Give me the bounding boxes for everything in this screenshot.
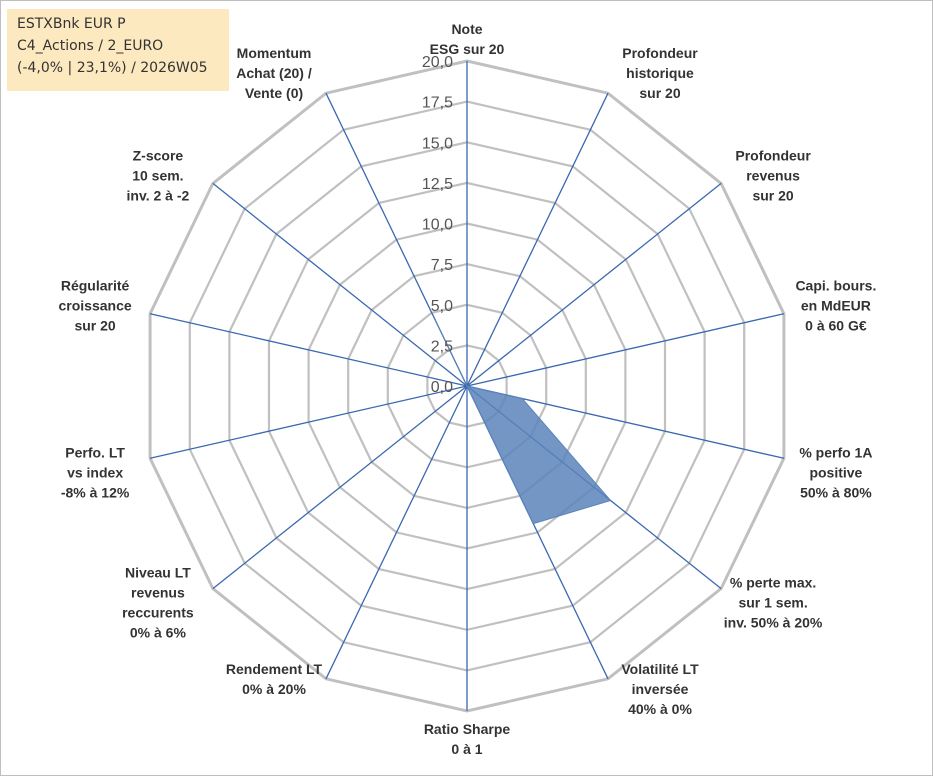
axis-label-13: Momentum Achat (20) / Vente (0): [236, 45, 312, 101]
axis-label-12: Z-score 10 sem. inv. 2 à -2: [127, 147, 190, 203]
axis-label-line: % perte max.: [730, 575, 816, 591]
spoke-1: [466, 92, 609, 387]
spoke-3: [466, 313, 785, 387]
axis-label-line: 50% à 80%: [800, 484, 872, 500]
tick-label: 17,5: [422, 95, 453, 112]
axis-label-line: % perfo 1A: [799, 444, 872, 460]
axis-label-4: % perfo 1A positive 50% à 80%: [799, 444, 872, 500]
axis-label-line: Momentum: [237, 45, 312, 61]
axis-label-7: Ratio Sharpe 0 à 1: [424, 721, 511, 757]
spoke-2: [466, 182, 722, 387]
axis-label-line: Z-score: [133, 147, 184, 163]
axis-label-line: -8% à 12%: [61, 484, 130, 500]
axis-label-line: Ratio Sharpe: [424, 721, 511, 737]
axis-label-line: 40% à 0%: [628, 701, 692, 717]
axis-label-2: Profondeur revenus sur 20: [735, 147, 811, 203]
axis-label-line: Volatilité LT: [621, 661, 699, 677]
axis-label-line: sur 20: [639, 85, 680, 101]
axis-label-line: positive: [809, 464, 862, 480]
axis-label-line: Profondeur: [622, 45, 698, 61]
fund-category: C4_Actions / 2_EURO: [17, 38, 164, 54]
axis-label-line: ESG sur 20: [430, 41, 505, 57]
axis-label-11: Régularité croissance sur 20: [59, 278, 132, 334]
axis-label-line: Achat (20) /: [236, 65, 312, 81]
spoke-8: [325, 385, 468, 680]
axis-label-0: Note ESG sur 20: [430, 21, 505, 57]
tick-label: 15,0: [422, 135, 453, 152]
axis-label-line: revenus: [131, 585, 185, 601]
axis-label-line: reccurents: [122, 605, 194, 621]
axis-label-10: Perfo. LT vs index -8% à 12%: [61, 444, 130, 500]
radar-tick-labels: 0,0 2,5 5,0 7,5 10,0 12,5 15,0 17,5 20,0: [422, 54, 453, 396]
axis-label-line: Régularité: [61, 278, 130, 294]
spoke-9: [212, 385, 468, 590]
spoke-11: [149, 313, 468, 387]
radar-series: [434, 319, 612, 525]
tick-label: 12,5: [422, 176, 453, 193]
fund-name: ESTXBnk EUR P: [17, 16, 126, 32]
axis-label-line: sur 20: [74, 318, 115, 334]
axis-label-line: Perfo. LT: [65, 444, 125, 460]
axis-label-9: Niveau LT revenus reccurents 0% à 6%: [122, 565, 194, 641]
axis-label-line: sur 20: [752, 187, 793, 203]
axis-label-line: croissance: [59, 298, 132, 314]
axis-label-line: Profondeur: [735, 147, 811, 163]
axis-label-3: Capi. bours. en MdEUR 0 à 60 G€: [795, 278, 876, 334]
axis-label-8: Rendement LT 0% à 20%: [226, 661, 323, 697]
axis-label-line: Niveau LT: [125, 565, 191, 581]
axis-label-line: Vente (0): [245, 85, 303, 101]
axis-label-line: revenus: [746, 167, 800, 183]
tick-label: 2,5: [431, 338, 453, 355]
axis-label-line: inversée: [632, 681, 689, 697]
spoke-10: [149, 385, 468, 459]
axis-label-line: Capi. bours.: [795, 278, 876, 294]
axis-label-line: Rendement LT: [226, 661, 323, 677]
tick-label: 10,0: [422, 217, 453, 234]
axis-label-1: Profondeur historique sur 20: [622, 45, 698, 101]
axis-label-line: en MdEUR: [801, 298, 871, 314]
axis-label-line: 0 à 60 G€: [805, 318, 867, 334]
data-point-6: [532, 522, 535, 525]
tick-label: 5,0: [431, 298, 453, 315]
axis-label-line: vs index: [67, 464, 123, 480]
fund-info-box: ESTXBnk EUR P C4_Actions / 2_EURO (-4,0%…: [7, 9, 229, 91]
data-point-4: [521, 397, 524, 400]
axis-label-line: sur 1 sem.: [738, 595, 807, 611]
data-point-13: [434, 319, 437, 321]
axis-label-line: Note: [451, 21, 482, 37]
radar-axis-labels: Note ESG sur 20 Profondeur historique sur 20…: [59, 21, 877, 757]
axis-label-line: historique: [626, 65, 694, 81]
axis-label-line: 0% à 6%: [130, 625, 187, 641]
axis-label-line: 0 à 1: [451, 741, 482, 757]
data-point-5: [609, 499, 612, 502]
axis-label-line: inv. 50% à 20%: [724, 615, 823, 631]
series-area-0: [434, 319, 612, 525]
spoke-12: [212, 182, 468, 387]
axis-label-line: 10 sem.: [132, 167, 183, 183]
data-point-12: [466, 385, 468, 387]
tick-label: 7,5: [431, 257, 453, 274]
tick-label: 0,0: [431, 379, 453, 396]
axis-label-line: 0% à 20%: [242, 681, 306, 697]
fund-period: (-4,0% | 23,1%) / 2026W05: [17, 60, 208, 76]
tick-label: 20,0: [422, 54, 453, 71]
axis-label-line: inv. 2 à -2: [127, 187, 190, 203]
axis-label-6: Volatilité LT inversée 40% à 0%: [621, 661, 699, 717]
axis-label-5: % perte max. sur 1 sem. inv. 50% à 20%: [724, 575, 823, 631]
